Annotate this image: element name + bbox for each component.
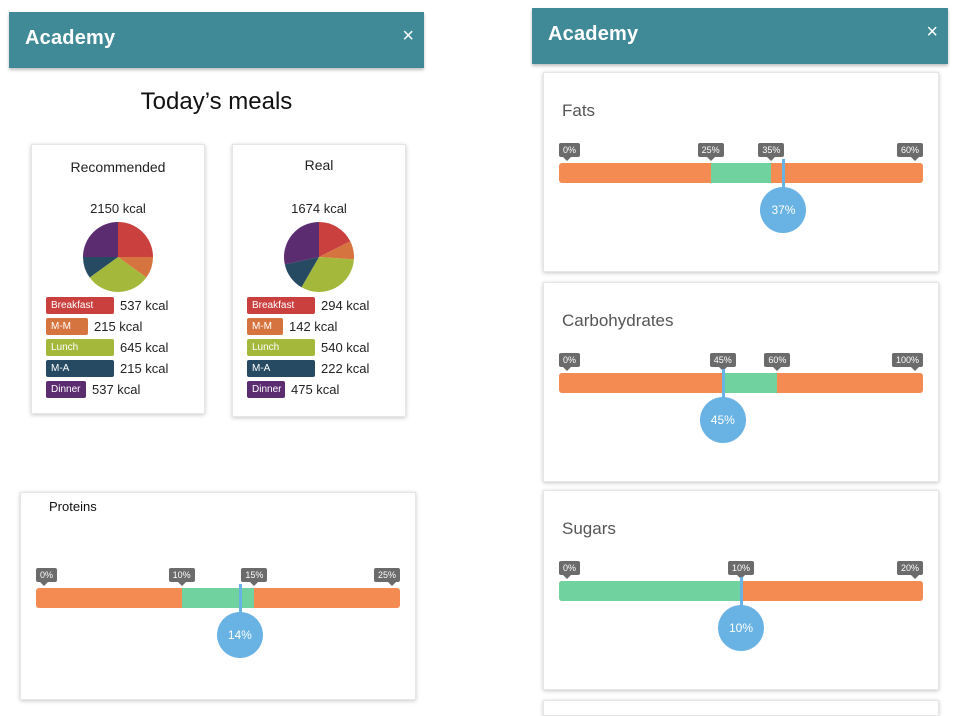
meal-kcal: 475 kcal xyxy=(291,382,340,397)
recommended-range xyxy=(722,373,778,393)
value-marker xyxy=(740,577,743,611)
legend-item-m-m: M-M 215 kcal xyxy=(46,316,168,337)
pie-slice-m-a xyxy=(83,256,118,278)
value-bubble: 37% xyxy=(760,187,807,233)
card-heading: Real xyxy=(304,157,334,173)
tick-max: 100% xyxy=(891,353,923,371)
nutrient-title: Proteins xyxy=(49,499,97,514)
nutrient-title: Sugars xyxy=(562,519,616,538)
app-title: Academy xyxy=(25,27,116,49)
meal-legend: Breakfast 294 kcal M-M 142 kcal Lunch 54… xyxy=(247,295,369,400)
meal-pie-chart xyxy=(83,222,153,292)
total-kcal: 1674 kcal xyxy=(291,201,347,216)
pie-slice-lunch xyxy=(301,257,354,292)
page-title: Today’s meals xyxy=(140,88,293,115)
nutrient-title: Carbohydrates xyxy=(562,311,674,330)
meal-badge: M-A xyxy=(247,360,315,377)
meal-kcal: 215 kcal xyxy=(94,319,143,334)
meal-kcal: 142 kcal xyxy=(289,319,338,334)
left-academy-screen: Academy × Today’s meals Recommended 2150… xyxy=(9,0,424,714)
value-marker xyxy=(238,584,242,618)
pie-slice-breakfast xyxy=(118,222,153,257)
tick-min: 0% xyxy=(559,353,581,371)
legend-item-m-m: M-M 142 kcal xyxy=(247,316,369,337)
meal-kcal: 215 kcal xyxy=(120,361,169,376)
app-bar: Academy × xyxy=(532,8,948,64)
tick-high: 10% xyxy=(727,561,755,579)
legend-item-dinner: Dinner 475 kcal xyxy=(247,379,369,400)
right-academy-screen: Academy × Fats 0% 25% 35% 60% 37% Carboh… xyxy=(532,0,948,716)
pie-slice-m-m xyxy=(118,256,153,278)
recommended-meals-card: Recommended 2150 kcal Breakfast 537 kcal… xyxy=(31,144,205,414)
meal-kcal: 222 kcal xyxy=(321,361,370,376)
tick-max: 25% xyxy=(373,568,400,586)
pie-slice-m-m xyxy=(319,241,354,260)
recommended-range xyxy=(181,588,255,608)
pie-slice-lunch xyxy=(89,257,147,292)
tick-max: 20% xyxy=(896,561,923,579)
legend-item-lunch: Lunch 645 kcal xyxy=(46,337,168,358)
pie-slice-dinner xyxy=(83,222,118,257)
app-title: Academy xyxy=(548,23,639,45)
fats-card: Fats 0% 25% 35% 60% 37% xyxy=(543,72,939,272)
close-icon[interactable]: × xyxy=(402,25,414,47)
app-bar: Academy × xyxy=(9,12,424,68)
pie-slice-m-a xyxy=(284,257,319,288)
close-icon[interactable]: × xyxy=(926,21,938,43)
proteins-card: Proteins 0% 10% 15% 25% 14% xyxy=(20,492,416,700)
carbohydrates-card: Carbohydrates 0% 45% 60% 100% 45% xyxy=(543,282,939,482)
total-kcal: 2150 kcal xyxy=(90,201,146,216)
meal-badge: M-M xyxy=(247,318,283,335)
meal-kcal: 537 kcal xyxy=(120,298,169,313)
tick-low: 10% xyxy=(168,568,195,586)
value-marker xyxy=(782,159,786,193)
legend-item-breakfast: Breakfast 294 kcal xyxy=(247,295,369,316)
meal-badge: M-A xyxy=(46,360,114,377)
value-bubble: 14% xyxy=(216,612,263,658)
meal-badge: Lunch xyxy=(247,339,315,356)
pie-slice-dinner xyxy=(284,222,319,265)
real-meals-card: Real 1674 kcal Breakfast 294 kcal M-M 14… xyxy=(232,144,406,417)
tick-min: 0% xyxy=(36,568,58,586)
meal-badge: Dinner xyxy=(247,381,285,398)
meal-kcal: 294 kcal xyxy=(321,298,370,313)
tick-high: 35% xyxy=(758,143,785,161)
tick-high: 15% xyxy=(241,568,268,586)
tick-low: 45% xyxy=(709,353,736,371)
value-bubble: 10% xyxy=(718,605,764,651)
meal-kcal: 537 kcal xyxy=(92,382,141,397)
pie-slice-breakfast xyxy=(319,222,351,257)
legend-item-m-a: M-A 222 kcal xyxy=(247,358,369,379)
meal-kcal: 540 kcal xyxy=(321,340,370,355)
meal-badge: Lunch xyxy=(46,339,114,356)
tick-high: 60% xyxy=(764,353,791,371)
recommended-range xyxy=(710,163,772,183)
legend-item-breakfast: Breakfast 537 kcal xyxy=(46,295,168,316)
meal-kcal: 645 kcal xyxy=(120,340,169,355)
recommended-range xyxy=(559,581,741,601)
legend-item-m-a: M-A 215 kcal xyxy=(46,358,168,379)
sugars-card: Sugars 0% 10% 20% 10% xyxy=(543,490,939,690)
value-marker xyxy=(721,369,725,403)
tick-max: 60% xyxy=(896,143,923,161)
meal-badge: Breakfast xyxy=(247,297,315,314)
tick-low: 25% xyxy=(697,143,724,161)
meal-legend: Breakfast 537 kcal M-M 215 kcal Lunch 64… xyxy=(46,295,168,400)
card-heading: Recommended xyxy=(70,159,166,175)
meal-badge: Dinner xyxy=(46,381,86,398)
meal-badge: Breakfast xyxy=(46,297,114,314)
tick-min: 0% xyxy=(559,561,581,579)
nutrient-title: Fats xyxy=(562,101,596,120)
legend-item-dinner: Dinner 537 kcal xyxy=(46,379,168,400)
meal-badge: M-M xyxy=(46,318,88,335)
value-bubble: 45% xyxy=(699,397,746,443)
meal-pie-chart xyxy=(284,222,354,292)
legend-item-lunch: Lunch 540 kcal xyxy=(247,337,369,358)
tick-min: 0% xyxy=(559,143,581,161)
